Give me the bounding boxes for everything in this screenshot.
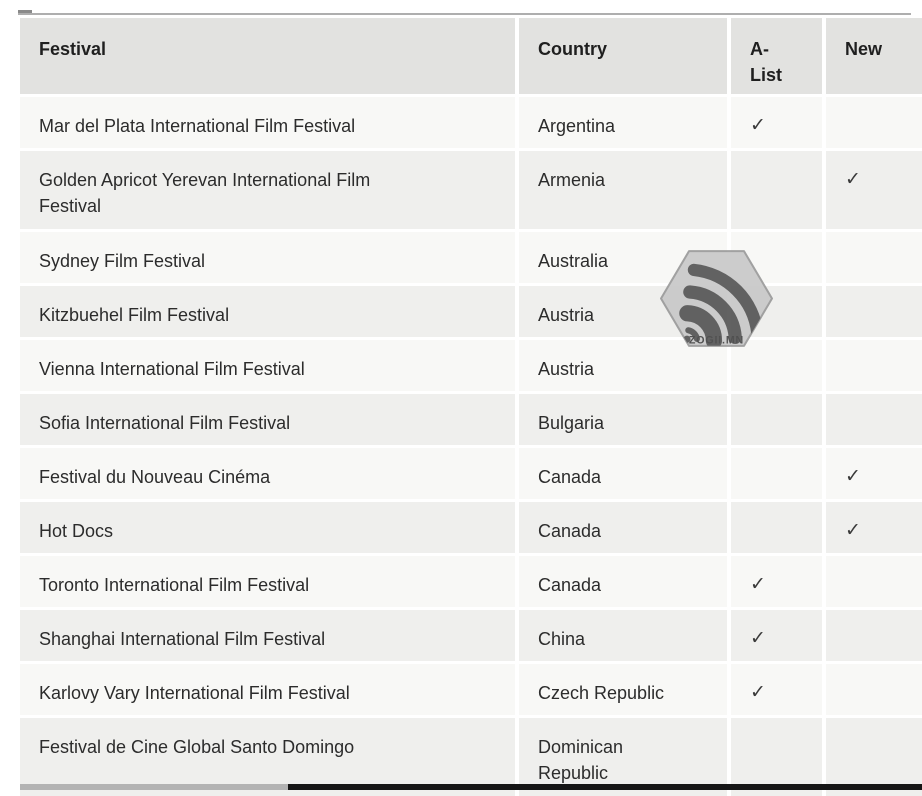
column-header-festival: Festival bbox=[20, 18, 515, 94]
festival-name: Golden Apricot Yerevan International Fil… bbox=[20, 151, 515, 229]
festival-name: Shanghai International Film Festival bbox=[20, 610, 515, 661]
new-checkmark bbox=[826, 394, 922, 445]
country-name: Czech Republic bbox=[519, 664, 727, 715]
a-list-checkmark bbox=[731, 394, 822, 445]
festival-name: Sydney Film Festival bbox=[20, 232, 515, 283]
a-list-checkmark: ✓ bbox=[731, 610, 822, 661]
watermark-logo: ZOGII.MN bbox=[660, 250, 773, 347]
column-header-a-list: A- List bbox=[731, 18, 822, 94]
country-name: China bbox=[519, 610, 727, 661]
festival-name: Mar del Plata International Film Festiva… bbox=[20, 97, 515, 148]
table-top-border bbox=[18, 13, 911, 15]
new-checkmark bbox=[826, 340, 922, 391]
new-checkmark: ✓ bbox=[826, 502, 922, 553]
country-name: Canada bbox=[519, 502, 727, 553]
festival-name: Vienna International Film Festival bbox=[20, 340, 515, 391]
festival-name: Hot Docs bbox=[20, 502, 515, 553]
new-checkmark bbox=[826, 610, 922, 661]
a-list-checkmark bbox=[731, 502, 822, 553]
column-header-new: New bbox=[826, 18, 922, 94]
column-header-country: Country bbox=[519, 18, 727, 94]
new-checkmark bbox=[826, 664, 922, 715]
new-checkmark: ✓ bbox=[826, 151, 922, 229]
a-list-checkmark bbox=[731, 448, 822, 499]
a-list-checkmark: ✓ bbox=[731, 97, 822, 148]
new-checkmark bbox=[826, 97, 922, 148]
festival-name: Toronto International Film Festival bbox=[20, 556, 515, 607]
festival-name: Kitzbuehel Film Festival bbox=[20, 286, 515, 337]
a-list-checkmark bbox=[731, 340, 822, 391]
watermark-text: ZOGII.MN bbox=[689, 334, 744, 346]
new-checkmark bbox=[826, 556, 922, 607]
festival-name: Festival du Nouveau Cinéma bbox=[20, 448, 515, 499]
new-checkmark bbox=[826, 232, 922, 283]
watermark-swirl-icon bbox=[679, 263, 764, 346]
festival-name: Sofia International Film Festival bbox=[20, 394, 515, 445]
country-name: Armenia bbox=[519, 151, 727, 229]
a-list-checkmark bbox=[731, 151, 822, 229]
film-festival-table: Festival Country A- List New Mar del Pla… bbox=[20, 18, 922, 796]
scrollbar-thumb[interactable] bbox=[288, 784, 922, 790]
country-name: Canada bbox=[519, 556, 727, 607]
country-name: Argentina bbox=[519, 97, 727, 148]
horizontal-scrollbar[interactable] bbox=[20, 784, 922, 790]
a-list-checkmark: ✓ bbox=[731, 664, 822, 715]
festival-name: Karlovy Vary International Film Festival bbox=[20, 664, 515, 715]
new-checkmark bbox=[826, 286, 922, 337]
country-name: Dominican Republic bbox=[519, 718, 727, 796]
festival-name: Festival de Cine Global Santo Domingo bbox=[20, 718, 515, 796]
country-name: Canada bbox=[519, 448, 727, 499]
country-name: Austria bbox=[519, 340, 727, 391]
new-checkmark: ✓ bbox=[826, 448, 922, 499]
a-list-checkmark bbox=[731, 718, 822, 796]
country-name: Bulgaria bbox=[519, 394, 727, 445]
table-top-accent bbox=[18, 10, 32, 13]
new-checkmark bbox=[826, 718, 922, 796]
a-list-checkmark: ✓ bbox=[731, 556, 822, 607]
